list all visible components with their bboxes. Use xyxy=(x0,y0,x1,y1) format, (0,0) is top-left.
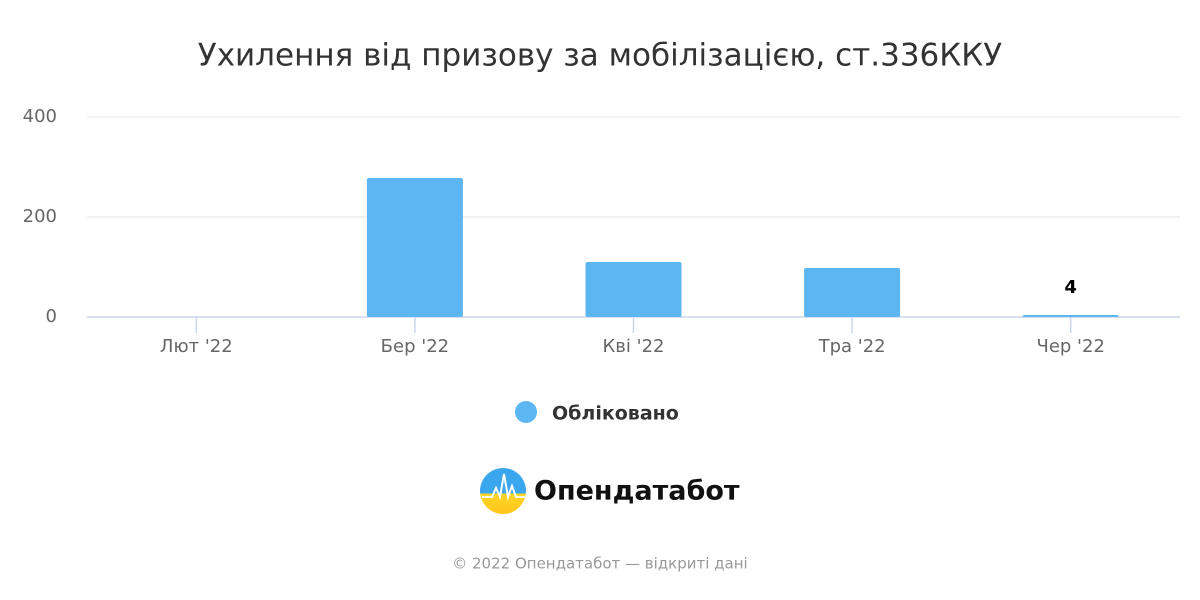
logo-line xyxy=(482,473,525,501)
x-tick-label: Лют '22 xyxy=(160,336,233,357)
x-tick-label: Бер '22 xyxy=(381,336,449,357)
x-tick-label: Чер '22 xyxy=(1036,336,1104,357)
data-label: 4 xyxy=(1064,277,1077,298)
logo-text: Опендатабот xyxy=(534,476,740,507)
chart-title: Ухилення від призову за мобілізацією, ст… xyxy=(198,38,1002,74)
x-tick-label: Тра '22 xyxy=(818,336,886,357)
x-tick-label: Кві '22 xyxy=(603,336,665,357)
y-tick-label: 0 xyxy=(46,306,57,327)
bar xyxy=(1022,315,1119,317)
legend-marker xyxy=(515,401,537,423)
logo-icon xyxy=(480,468,526,514)
footer: © 2022 Опендатабот — відкриті дані xyxy=(452,555,747,573)
legend[interactable]: Обліковано xyxy=(515,401,679,425)
bar xyxy=(804,268,901,317)
y-tick-label: 200 xyxy=(23,206,57,227)
plot-area: 0 200 400 Лют '22 Бер '22 Кві '22 Тра '22 Чер '… xyxy=(23,106,1180,357)
bar xyxy=(366,178,463,317)
y-tick-label: 400 xyxy=(23,106,57,127)
legend-label[interactable]: Обліковано xyxy=(552,403,679,425)
logo: Опендатабот xyxy=(480,468,740,514)
bar xyxy=(585,262,682,317)
